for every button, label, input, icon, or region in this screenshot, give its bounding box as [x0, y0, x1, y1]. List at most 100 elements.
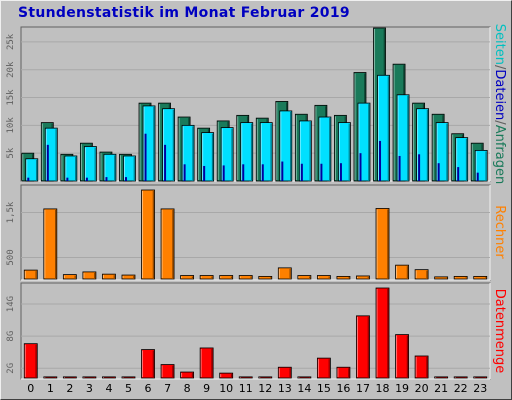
- seiten-bar: [339, 163, 342, 181]
- rechner-bar: [23, 269, 38, 280]
- datenmenge-bar: [473, 376, 488, 379]
- rechner-bar: [180, 275, 195, 280]
- requests-y-tick: 20k: [6, 61, 16, 78]
- datenmenge-bar: [160, 364, 175, 379]
- hour-tick-label: 1: [47, 382, 54, 395]
- side-label-requests: Seiten/Dateien/Anfragen: [492, 24, 507, 184]
- dateien-bar: [103, 153, 117, 182]
- seiten-bar: [164, 144, 167, 181]
- hour-tick-label: 5: [125, 382, 132, 395]
- hour-tick-label: 18: [376, 382, 390, 395]
- requests-panel: 5k 10k 15k 20k 25k: [6, 26, 491, 182]
- side-label-part: /: [492, 65, 507, 70]
- hour-tick-label: 9: [203, 382, 210, 395]
- requests-y-tick: 25k: [6, 33, 16, 50]
- hour-tick-label: 4: [105, 382, 112, 395]
- datenmenge-bar: [23, 343, 38, 379]
- rechner-y-tick: 500: [6, 249, 16, 265]
- rechner-bar: [62, 274, 77, 280]
- datenmenge-bar: [238, 376, 253, 379]
- seiten-bar: [105, 177, 108, 181]
- datenmenge-y-tick: 2G: [6, 363, 16, 374]
- rechner-bar: [238, 275, 253, 280]
- datenmenge-bar: [316, 357, 331, 379]
- rechner-bar: [141, 189, 155, 280]
- datenmenge-bar: [453, 376, 468, 379]
- requests-plot-area: [20, 26, 491, 182]
- side-label-part: Anfragen: [492, 125, 507, 185]
- dateien-bar: [64, 155, 78, 182]
- datenmenge-bar: [141, 349, 155, 379]
- datenmenge-bar: [336, 366, 351, 379]
- datenmenge-bar: [219, 372, 234, 379]
- rechner-bar: [356, 275, 370, 280]
- datenmenge-y-tick: 14G: [6, 296, 16, 312]
- datenmenge-panel: 2G 8G 14G: [6, 282, 491, 380]
- rechner-bar: [277, 267, 292, 280]
- seiten-bar: [281, 161, 284, 181]
- seiten-bar: [418, 154, 421, 181]
- rechner-plot-area: [20, 184, 491, 281]
- rechner-bar: [375, 208, 390, 280]
- datenmenge-bar: [121, 376, 136, 379]
- side-label-part: Dateien: [492, 69, 507, 120]
- seiten-bar: [300, 163, 303, 181]
- hour-tick-label: 22: [454, 382, 468, 395]
- hour-tick-label: 7: [164, 382, 171, 395]
- dateien-bar: [25, 158, 39, 182]
- hour-tick-label: 14: [297, 382, 311, 395]
- rechner-bar: [160, 208, 175, 280]
- side-label-part: Seiten: [492, 24, 507, 65]
- hour-tick-label: 8: [184, 382, 191, 395]
- rechner-bar: [121, 274, 136, 280]
- dateien-bar: [123, 155, 136, 182]
- seiten-bar: [46, 144, 49, 181]
- hour-tick-label: 23: [473, 382, 487, 395]
- seiten-bar: [183, 164, 186, 181]
- datenmenge-bar: [414, 355, 429, 379]
- hour-tick-label: 17: [356, 382, 370, 395]
- rechner-bar: [395, 264, 409, 280]
- datenmenge-bar: [258, 376, 273, 379]
- seiten-bar: [66, 177, 69, 181]
- seiten-bar: [398, 155, 401, 181]
- datenmenge-bar: [43, 376, 58, 379]
- rechner-panel: 500 1,5k: [6, 184, 491, 281]
- hour-axis: 0 1 2 3 4 5 6 7 8 9 10 11 12 13 14 15 16 17 18 19 20 21 22 23: [27, 382, 487, 395]
- side-labels: Seiten/Dateien/Anfragen Rechner Datenmen…: [492, 24, 507, 373]
- datenmenge-bar: [82, 376, 97, 379]
- rechner-bar: [434, 276, 449, 280]
- rechner-bar: [199, 275, 214, 280]
- datenmenge-bar: [62, 376, 77, 379]
- hour-tick-label: 3: [86, 382, 93, 395]
- side-label-datenmenge: Datenmenge: [492, 289, 507, 373]
- seiten-bar: [359, 153, 362, 181]
- seiten-bar: [261, 164, 264, 181]
- seiten-bar: [476, 172, 479, 181]
- rechner-bar: [102, 273, 116, 280]
- hour-tick-label: 6: [145, 382, 152, 395]
- hour-tick-label: 12: [258, 382, 272, 395]
- chart-title: Stundenstatistik im Monat Februar 2019: [18, 5, 350, 21]
- datenmenge-plot-area: [20, 282, 491, 380]
- rechner-bar: [258, 275, 273, 280]
- seiten-bar: [144, 133, 147, 181]
- rechner-bar: [453, 275, 468, 280]
- hour-tick-label: 11: [239, 382, 253, 395]
- rechner-bar: [336, 275, 351, 280]
- datenmenge-bar: [434, 376, 449, 379]
- hour-tick-label: 10: [219, 382, 233, 395]
- datenmenge-bar: [180, 371, 195, 379]
- datenmenge-bar: [277, 366, 292, 379]
- datenmenge-bar: [199, 347, 214, 379]
- hour-tick-label: 13: [278, 382, 292, 395]
- seiten-bar: [124, 177, 127, 181]
- datenmenge-y-tick: 8G: [6, 331, 16, 342]
- seiten-bar: [242, 164, 245, 181]
- seiten-bar: [222, 165, 225, 181]
- requests-y-tick: 5k: [6, 147, 16, 158]
- side-label-part: /: [492, 120, 507, 125]
- seiten-bar: [320, 163, 323, 181]
- hour-tick-label: 20: [415, 382, 429, 395]
